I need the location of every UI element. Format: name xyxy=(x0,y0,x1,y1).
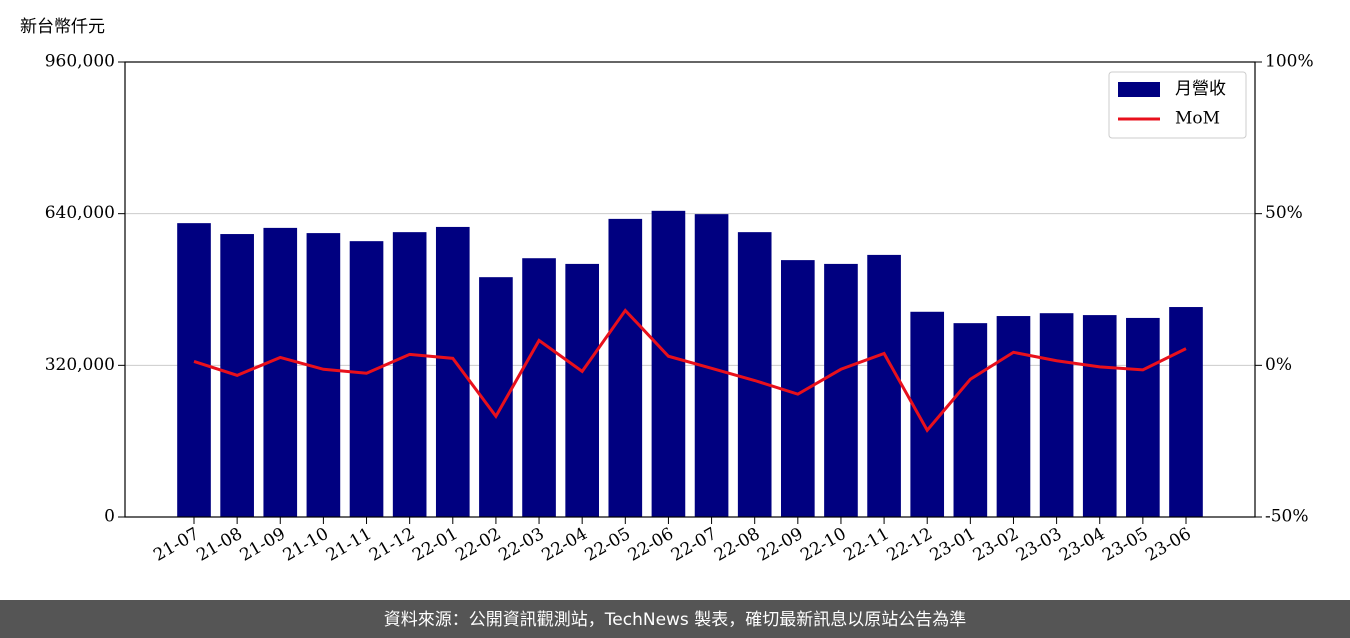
x-tick-label: 23-05 xyxy=(1099,524,1151,566)
bar xyxy=(824,263,858,517)
x-tick-label: 22-05 xyxy=(582,524,634,566)
bar xyxy=(867,254,901,517)
x-tick-label: 22-09 xyxy=(754,524,806,566)
bar xyxy=(996,316,1031,517)
x-tick-label: 22-02 xyxy=(452,524,504,566)
x-tick-label: 22-08 xyxy=(711,524,763,566)
y-tick-label: 320,000 xyxy=(45,355,115,375)
bar xyxy=(177,223,211,518)
x-tick-label: 23-02 xyxy=(970,524,1022,566)
x-tick-label: 22-01 xyxy=(409,524,461,566)
bar xyxy=(1169,307,1203,517)
y2-tick-label: -50% xyxy=(1265,507,1309,527)
y2-tick-label: 50% xyxy=(1265,203,1303,223)
y-axis-unit: 新台幣仟元 xyxy=(20,17,105,37)
bar xyxy=(263,227,298,517)
x-tick-label: 22-06 xyxy=(625,524,677,566)
x-tick-label: 21-07 xyxy=(150,524,202,566)
footer-bar xyxy=(0,600,1350,638)
bar xyxy=(565,263,599,517)
bar xyxy=(349,241,384,517)
x-tick-label: 21-11 xyxy=(323,524,375,566)
bar xyxy=(737,232,772,517)
y2-tick-label: 0% xyxy=(1265,355,1292,375)
legend: 月營收 MoM xyxy=(1108,71,1247,139)
x-tick-label: 22-11 xyxy=(840,524,892,566)
x-tick-label: 21-10 xyxy=(280,524,332,566)
y2-tick-label: 100% xyxy=(1265,52,1314,72)
legend-label: 月營收 xyxy=(1175,79,1226,99)
plot-frame xyxy=(124,61,1256,518)
legend-swatch xyxy=(1118,82,1160,97)
bar xyxy=(306,233,341,518)
bar xyxy=(953,323,988,517)
x-tick-label: 22-07 xyxy=(668,524,720,566)
bar xyxy=(910,311,945,517)
bar xyxy=(392,232,427,517)
x-tick-label: 22-10 xyxy=(797,524,849,566)
bar xyxy=(608,218,643,518)
bar xyxy=(522,258,556,517)
y-tick-label: 640,000 xyxy=(45,203,115,223)
x-tick-label: 23-03 xyxy=(1013,524,1065,566)
bar xyxy=(1082,315,1117,517)
y-tick-label: 0 xyxy=(104,507,115,527)
x-tick-label: 21-08 xyxy=(193,524,245,566)
x-tick-label: 22-03 xyxy=(495,524,547,566)
x-tick-label: 23-06 xyxy=(1142,524,1194,566)
bar xyxy=(1039,313,1074,517)
x-tick-label: 21-12 xyxy=(366,524,418,566)
legend-label: MoM xyxy=(1175,109,1220,129)
footer-source: 資料來源：公開資訊觀測站，TechNews 製表，確切最新訊息以原站公告為準 xyxy=(384,610,966,630)
x-tick-label: 22-12 xyxy=(884,524,936,566)
bar xyxy=(1126,317,1160,517)
x-tick-label: 21-09 xyxy=(237,524,289,566)
x-tick-label: 23-01 xyxy=(927,524,979,566)
line xyxy=(193,308,1187,433)
x-tick-label: 22-04 xyxy=(538,524,590,566)
y-tick-label: 960,000 xyxy=(45,52,115,72)
x-tick-label: 23-04 xyxy=(1056,524,1108,566)
bar xyxy=(651,210,686,517)
